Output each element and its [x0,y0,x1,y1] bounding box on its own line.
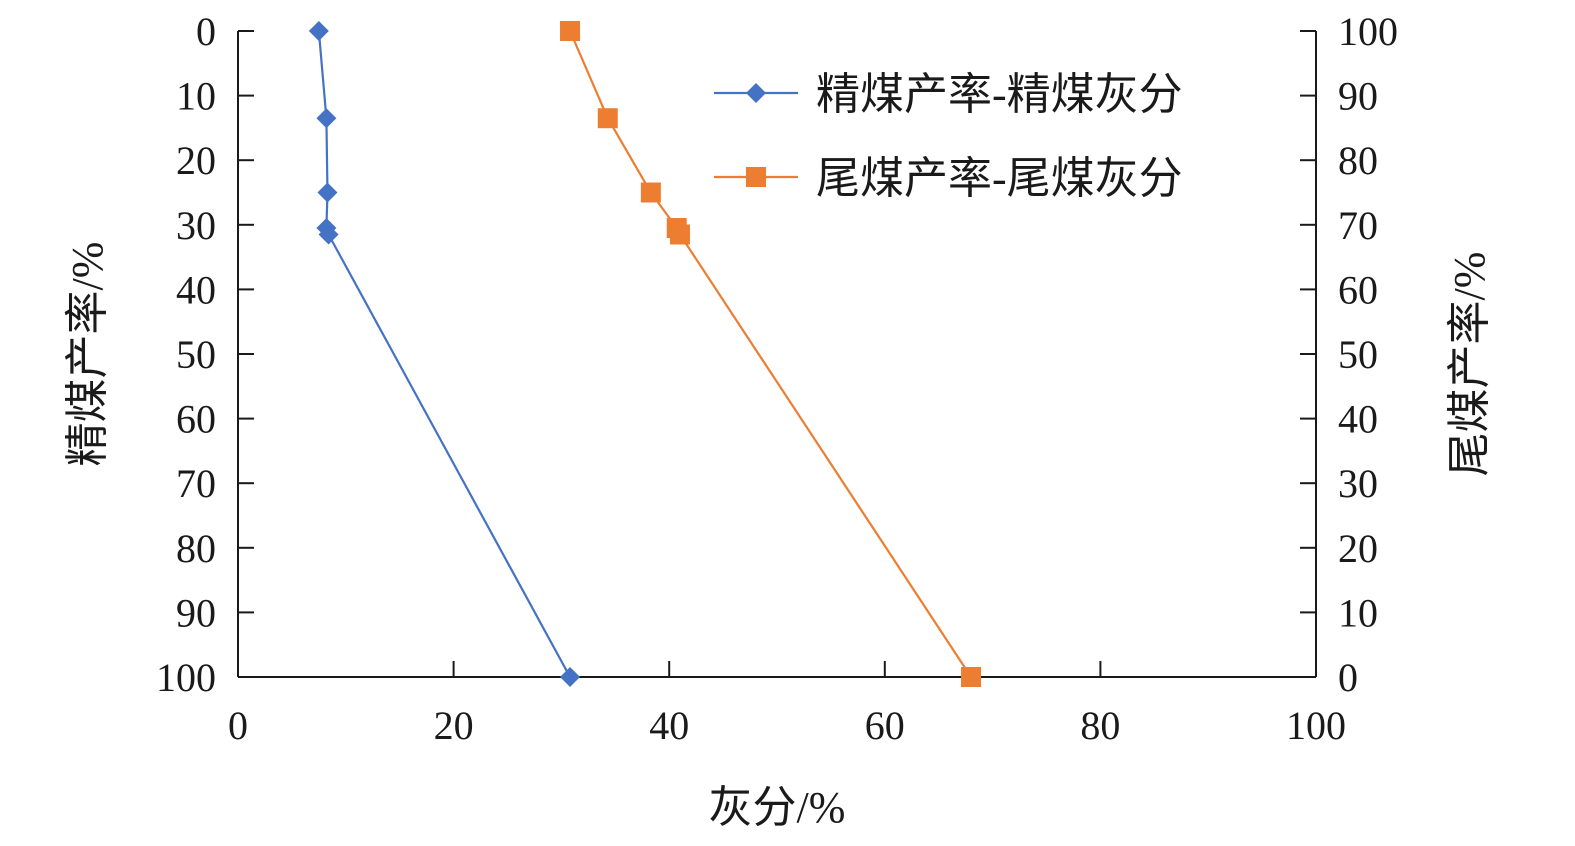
series-line [317,30,571,678]
legend: 精煤产率-精煤灰分 尾煤产率-尾煤灰分 [714,70,1183,203]
y-left-tick-label: 20 [176,138,216,183]
y-left-tick-label: 80 [176,526,216,571]
y-left-tick-label: 60 [176,397,216,442]
y-right-tick-label: 10 [1338,590,1378,635]
y-left-tick-label: 0 [196,9,216,54]
series-tailings [560,21,982,687]
y-right-tick-label: 50 [1338,332,1378,377]
legend-marker-concentrate [746,83,766,103]
series-concentrate [308,21,581,687]
legend-label-concentrate: 精煤产率-精煤灰分 [816,70,1183,119]
data-point [308,21,329,41]
x-tick-label: 80 [1080,703,1120,748]
series-layer [308,21,982,687]
data-point [560,667,581,687]
y-left-tick-label: 40 [176,267,216,312]
y-right-tick-label: 40 [1338,397,1378,442]
x-tick-label: 20 [434,703,474,748]
y-right-tick-label: 70 [1338,203,1378,248]
data-point [318,224,339,245]
y-right-tick-label: 20 [1338,526,1378,571]
data-point [317,182,338,203]
y-left-axis-title: 精煤产率/% [63,242,112,467]
x-tick-label: 0 [228,703,248,748]
legend-label-tailings: 尾煤产率-尾煤灰分 [816,154,1183,203]
data-point [961,667,982,687]
y-left-tick-label: 90 [176,590,216,635]
y-right-tick-label: 0 [1338,655,1358,700]
y-left-tick-label: 50 [176,332,216,377]
y-right-tick-label: 60 [1338,267,1378,312]
data-point [597,108,618,129]
y-right-tick-label: 80 [1338,138,1378,183]
data-point [560,21,581,41]
y-right-tick-label: 30 [1338,461,1378,506]
y-left-tick-label: 30 [176,203,216,248]
data-point [640,182,661,203]
x-tick-label: 60 [865,703,905,748]
x-axis-title: 灰分/% [709,783,846,832]
y-left-tick-label: 100 [156,655,216,700]
y-left-tick-label: 70 [176,461,216,506]
y-right-tick-label: 100 [1338,9,1398,54]
y-right-tick-label: 90 [1338,74,1378,119]
y-right-axis-title: 尾煤产率/% [1445,252,1494,477]
x-tick-label: 100 [1286,703,1346,748]
y-left-tick-label: 10 [176,74,216,119]
x-tick-label: 40 [649,703,689,748]
legend-marker-tailings [746,167,766,187]
legend-marker-shape [746,83,766,103]
data-point [316,108,337,129]
series-line [569,30,972,678]
axes-layer: 0 20 40 60 80 1000102030405060708090100100908… [156,9,1398,748]
data-point [669,224,690,245]
legend-marker-shape [746,167,766,187]
